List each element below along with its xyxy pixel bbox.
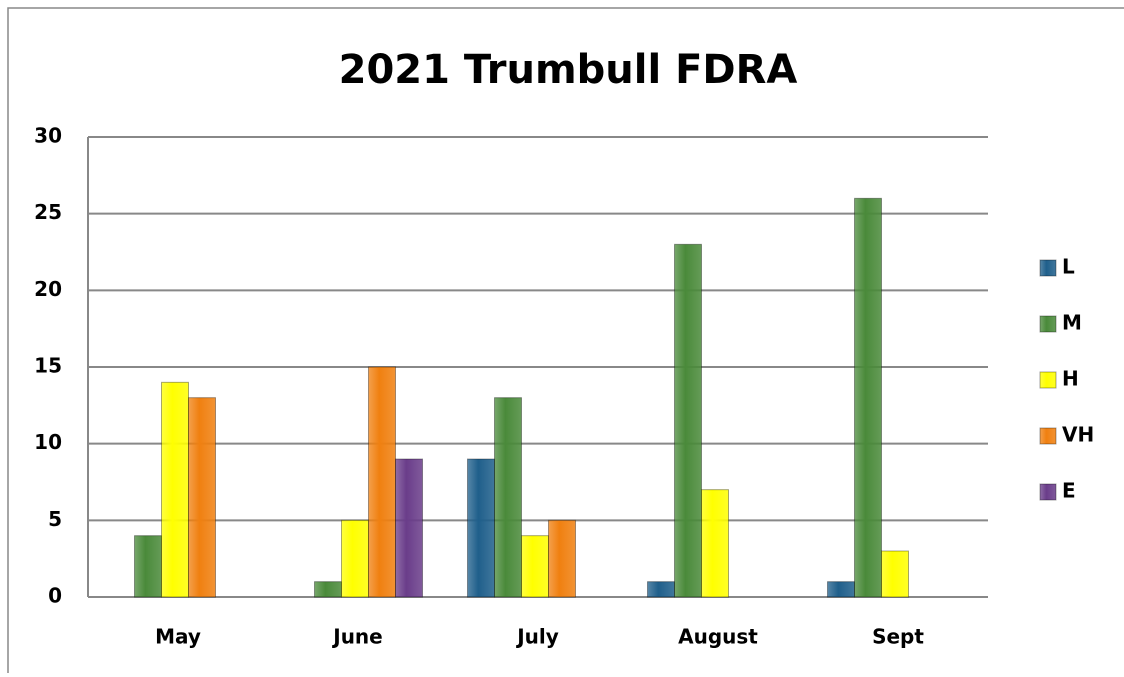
y-tick-label: 10 — [34, 430, 62, 454]
x-tick-label: May — [155, 625, 201, 649]
legend-swatch — [1039, 315, 1057, 333]
bar — [188, 397, 216, 598]
bar — [548, 519, 576, 598]
bar — [494, 397, 522, 598]
x-tick-label: July — [515, 625, 559, 649]
y-tick-label: 15 — [34, 354, 62, 378]
bar — [395, 458, 423, 598]
y-tick-label: 5 — [48, 507, 62, 531]
x-tick-label: June — [331, 625, 382, 649]
legend-label: M — [1062, 311, 1082, 335]
bar — [701, 489, 729, 598]
bar — [827, 581, 855, 598]
bar — [341, 519, 369, 598]
bar — [521, 535, 549, 598]
y-tick-label: 30 — [34, 124, 62, 148]
legend-swatch — [1039, 483, 1057, 501]
y-tick-label: 20 — [34, 277, 62, 301]
legend-label: L — [1062, 255, 1075, 279]
bar — [647, 581, 675, 598]
legend-label: E — [1062, 479, 1076, 503]
legend-swatch — [1039, 427, 1057, 445]
bar — [674, 243, 702, 598]
bar — [467, 458, 495, 598]
bar — [161, 381, 189, 598]
bar — [368, 366, 396, 598]
chart-title: 2021 Trumbull FDRA — [339, 47, 798, 93]
legend-swatch — [1039, 371, 1057, 389]
x-tick-label: Sept — [872, 625, 924, 649]
bar — [314, 581, 342, 598]
legend-swatch — [1039, 259, 1057, 277]
y-tick-label: 0 — [48, 584, 62, 608]
legend-label: VH — [1062, 423, 1094, 447]
y-tick-label: 25 — [34, 200, 62, 224]
x-tick-label: August — [678, 625, 758, 649]
bar — [854, 197, 882, 598]
legend-label: H — [1062, 367, 1079, 391]
bar — [881, 550, 909, 598]
bar — [134, 535, 162, 598]
